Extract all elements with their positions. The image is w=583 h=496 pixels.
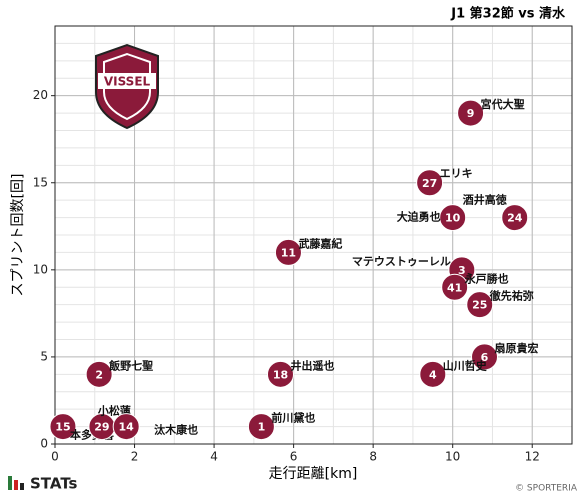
point-number: 15 bbox=[55, 421, 70, 434]
point-label: 大迫勇也 bbox=[397, 210, 441, 224]
point-number: 6 bbox=[481, 351, 489, 364]
point bbox=[49, 413, 77, 441]
point-number: 29 bbox=[94, 421, 109, 434]
point bbox=[501, 204, 529, 232]
point-label: 山川哲史 bbox=[443, 358, 488, 372]
point-number: 10 bbox=[445, 212, 461, 225]
point bbox=[274, 238, 302, 266]
y-axis-label: スプリント回数[回] bbox=[10, 174, 26, 297]
player-point: 2 飯野七聖 bbox=[85, 358, 153, 388]
point bbox=[439, 204, 467, 232]
point-label: 永戸勝也 bbox=[464, 271, 509, 285]
x-tick-label: 6 bbox=[290, 450, 298, 464]
logo: VISSEL bbox=[95, 43, 159, 130]
point-number: 3 bbox=[458, 264, 466, 277]
y-tick-label: 5 bbox=[40, 349, 48, 363]
point-label: 扇原貴宏 bbox=[495, 341, 539, 355]
footer: STATs © SPORTERIA bbox=[8, 475, 578, 494]
point-number: 27 bbox=[422, 177, 437, 190]
player-point: 6 扇原貴宏 bbox=[471, 341, 539, 371]
point-number: 1 bbox=[258, 421, 266, 434]
player-point: 14 汰木康也 bbox=[112, 413, 198, 441]
point-number: 14 bbox=[119, 421, 135, 434]
point-number: 11 bbox=[281, 246, 296, 259]
player-point: 10 大迫勇也 bbox=[397, 204, 467, 232]
footer-credit: © SPORTERIA bbox=[515, 484, 578, 494]
point-number: 18 bbox=[273, 368, 288, 381]
point-label: 井出遥也 bbox=[290, 358, 334, 372]
point-label: 汰木康也 bbox=[154, 423, 198, 437]
point-number: 25 bbox=[472, 299, 487, 312]
point bbox=[416, 169, 444, 197]
x-tick-label: 0 bbox=[51, 450, 59, 464]
chart-title: J1 第32節 vs 清水 bbox=[450, 6, 566, 22]
point bbox=[247, 413, 275, 441]
point-number: 41 bbox=[447, 281, 462, 294]
point-label: 酒井高徳 bbox=[463, 193, 507, 207]
point-number: 2 bbox=[95, 368, 103, 381]
point bbox=[266, 360, 294, 388]
point-label: 宮代大聖 bbox=[481, 97, 525, 111]
logo-text: VISSEL bbox=[104, 75, 151, 89]
point bbox=[471, 343, 499, 371]
x-tick-label: 4 bbox=[210, 450, 218, 464]
point-number: 4 bbox=[429, 368, 437, 381]
y-tick-label: 10 bbox=[33, 262, 48, 276]
x-tick-label: 10 bbox=[445, 450, 460, 464]
point-label: 飯野七聖 bbox=[108, 358, 153, 372]
point-label: エリキ bbox=[440, 167, 473, 180]
y-tick-label: 0 bbox=[40, 437, 48, 451]
plot-frame bbox=[54, 25, 573, 445]
player-point: 1 前川黛也 bbox=[247, 411, 315, 441]
point-label: マテウストゥーレル bbox=[352, 255, 451, 268]
point bbox=[419, 360, 447, 388]
x-tick-label: 2 bbox=[131, 450, 139, 464]
player-point: 9 宮代大聖 bbox=[457, 97, 525, 127]
point-label: 徹先祐弥 bbox=[489, 289, 534, 303]
point bbox=[457, 99, 485, 127]
point-label: 武藤嘉紀 bbox=[298, 236, 342, 250]
point-label: 前川黛也 bbox=[271, 411, 315, 425]
y-tick-label: 15 bbox=[33, 175, 48, 189]
x-tick-label: 8 bbox=[369, 450, 377, 464]
footer-logo: STATs bbox=[30, 475, 78, 493]
x-tick-label: 12 bbox=[525, 450, 540, 464]
point bbox=[441, 273, 469, 301]
y-tick-label: 20 bbox=[33, 88, 48, 102]
point bbox=[85, 360, 113, 388]
player-point: 4 山川哲史 bbox=[419, 358, 488, 388]
x-axis-label: 走行距離[km] bbox=[269, 465, 358, 482]
point-number: 24 bbox=[507, 212, 523, 225]
point bbox=[466, 291, 494, 319]
point-number: 9 bbox=[467, 107, 475, 120]
point bbox=[112, 413, 140, 441]
